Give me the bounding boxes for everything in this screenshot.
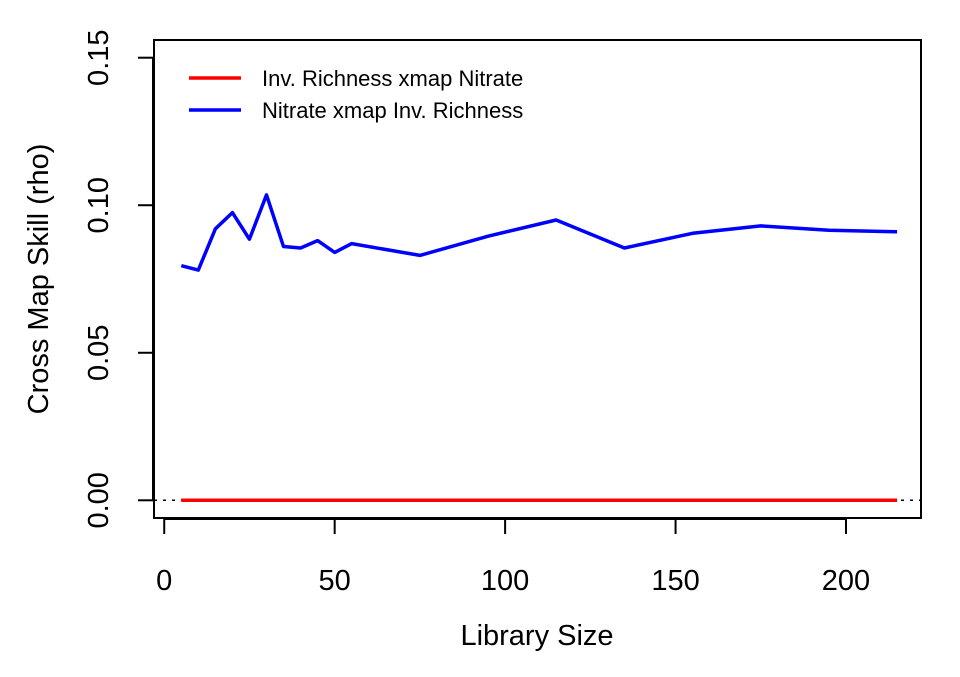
y-axis: 0.00 0.05 0.10 0.15 [83,29,154,529]
y-axis-title: Cross Map Skill (rho) [23,144,55,415]
x-axis: 0 50 100 150 200 [156,518,870,597]
series-layer [180,193,898,503]
x-tick-label: 50 [319,565,351,597]
x-axis-title: Library Size [460,620,613,652]
x-tick-label: 0 [156,565,172,597]
y-tick-label: 0.00 [83,472,115,528]
x-tick-label: 150 [651,565,699,597]
series-line-2 [180,193,898,272]
x-tick-label: 100 [481,565,529,597]
legend: Inv. Richness xmap Nitrate Nitrate xmap I… [189,66,523,123]
legend-label-1: Inv. Richness xmap Nitrate [262,66,523,91]
y-tick-label: 0.10 [83,177,115,233]
legend-label-2: Nitrate xmap Inv. Richness [262,98,523,123]
y-tick-label: 0.05 [83,325,115,381]
y-tick-label: 0.15 [83,29,115,85]
x-tick-label: 200 [822,565,870,597]
